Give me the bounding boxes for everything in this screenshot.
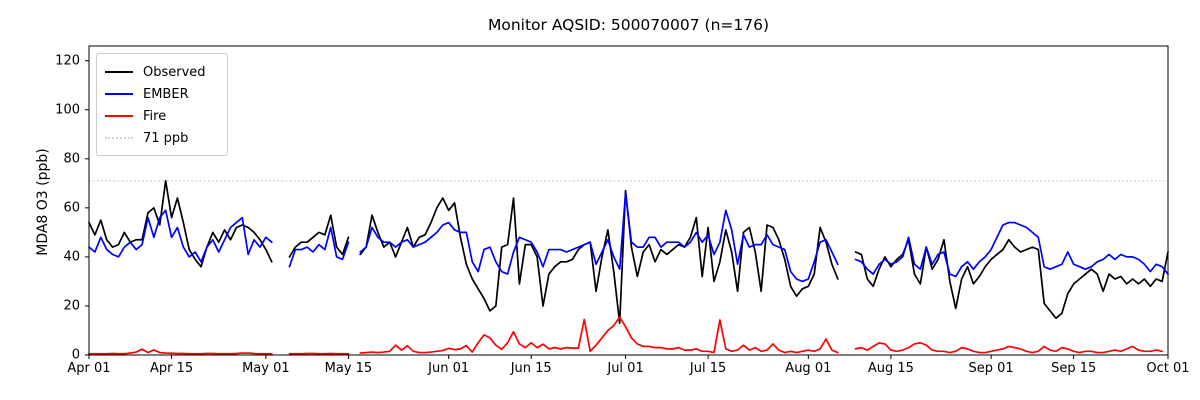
- legend-row-71-ppb: 71 ppb: [105, 127, 217, 149]
- series-line-observed: [88, 180, 273, 268]
- legend-label: Fire: [143, 108, 167, 124]
- legend-label: EMBER: [143, 86, 189, 102]
- legend: Observed EMBER Fire 71 ppb: [96, 53, 228, 156]
- legend-line-swatch: [105, 137, 133, 139]
- x-tick-label: May 01: [242, 361, 290, 376]
- legend-line-swatch: [105, 93, 133, 95]
- x-tick-label: Aug 01: [785, 361, 832, 376]
- series-line-fire: [854, 341, 1163, 354]
- y-tick-label: 0: [71, 347, 80, 363]
- x-tick-label: Sep 15: [1051, 361, 1097, 376]
- y-tick-label: 120: [55, 53, 80, 69]
- series-line-ember: [88, 209, 273, 263]
- y-tick-label: 60: [63, 200, 80, 216]
- x-tick-label: Jun 01: [428, 361, 470, 376]
- y-tick-label: 100: [55, 102, 80, 118]
- axes-spines: [88, 45, 1169, 356]
- x-tick-label: Sep 01: [968, 361, 1014, 376]
- x-tick-label: Apr 01: [67, 361, 111, 376]
- x-tick-label: May 15: [324, 361, 373, 376]
- series-line-fire: [359, 316, 839, 354]
- x-tick-label: Apr 15: [149, 361, 194, 376]
- legend-label: Observed: [143, 64, 206, 80]
- y-tick-label: 40: [63, 249, 80, 265]
- x-tick-label: Oct 01: [1146, 361, 1190, 376]
- legend-label: 71 ppb: [143, 130, 189, 146]
- legend-row-ember: EMBER: [105, 83, 217, 105]
- legend-line-swatch: [105, 71, 133, 73]
- legend-row-fire: Fire: [105, 105, 217, 127]
- series-line-ember: [288, 226, 350, 268]
- legend-row-observed: Observed: [105, 61, 217, 83]
- chart-title: Monitor AQSID: 500070007 (n=176): [487, 16, 770, 34]
- series-line-observed: [359, 189, 839, 324]
- x-tick-label: Jun 15: [510, 361, 552, 376]
- x-tick-label: Aug 15: [867, 361, 914, 376]
- y-tick-label: 20: [63, 298, 80, 314]
- legend-line-swatch: [105, 115, 133, 117]
- y-tick-label: 80: [63, 151, 80, 167]
- x-tick-label: Jul 15: [689, 361, 727, 376]
- x-tick-label: Jul 01: [607, 361, 644, 376]
- series-line-ember: [359, 192, 839, 283]
- series-line-fire: [88, 348, 273, 355]
- series-line-observed: [288, 214, 350, 258]
- series-line-observed: [854, 238, 1169, 320]
- series-line-ember: [854, 221, 1169, 278]
